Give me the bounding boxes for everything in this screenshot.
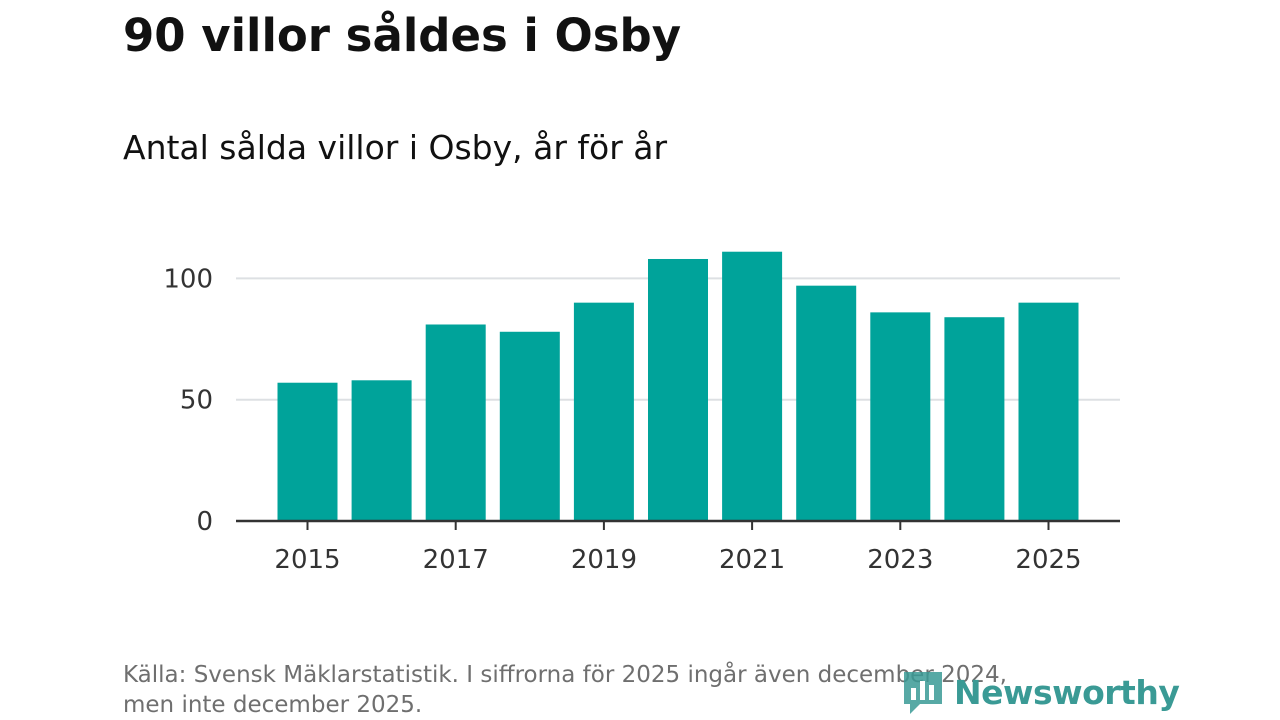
bars xyxy=(277,251,1079,522)
x-tick-label: 2021 xyxy=(719,545,785,575)
chart-subtitle: Antal sålda villor i Osby, år för år xyxy=(123,128,668,167)
page-title: 90 villor såldes i Osby xyxy=(123,9,682,62)
source-line-2: men inte december 2025. xyxy=(123,692,423,718)
bar-chart: 0 50 100 2015 2017 2019 2021 2023 2025 xyxy=(163,251,1120,575)
bar-2023 xyxy=(870,312,931,521)
source-line-1: Källa: Svensk Mäklarstatistik. I siffror… xyxy=(123,662,1007,688)
bar-2017 xyxy=(425,324,486,521)
bar-2015 xyxy=(277,382,338,521)
x-tick-label: 2025 xyxy=(1015,545,1081,575)
x-axis xyxy=(236,519,1120,530)
bar-2019 xyxy=(573,302,634,521)
bar-2025 xyxy=(1018,302,1079,521)
source-note: Källa: Svensk Mäklarstatistik. I siffror… xyxy=(123,660,1123,720)
newsworthy-logo[interactable]: Newsworthy xyxy=(900,668,1180,716)
bar-2018 xyxy=(499,331,560,521)
bar-2024 xyxy=(944,317,1005,521)
x-tick-label: 2017 xyxy=(423,545,489,575)
y-tick-label: 100 xyxy=(163,264,213,294)
y-tick-label: 0 xyxy=(196,507,213,537)
tick-labels: 0 50 100 2015 2017 2019 2021 2023 2025 xyxy=(163,264,1081,575)
y-tick-label: 50 xyxy=(180,386,213,416)
newsworthy-logo-icon xyxy=(904,672,942,714)
bar-2016 xyxy=(351,380,412,521)
bar-2021 xyxy=(722,251,783,522)
logo-text: Newsworthy xyxy=(954,672,1180,712)
x-tick-label: 2023 xyxy=(867,545,933,575)
bar-2020 xyxy=(648,258,708,521)
x-tick-label: 2019 xyxy=(571,545,637,575)
bar-2022 xyxy=(796,285,857,521)
x-tick-label: 2015 xyxy=(274,545,340,575)
